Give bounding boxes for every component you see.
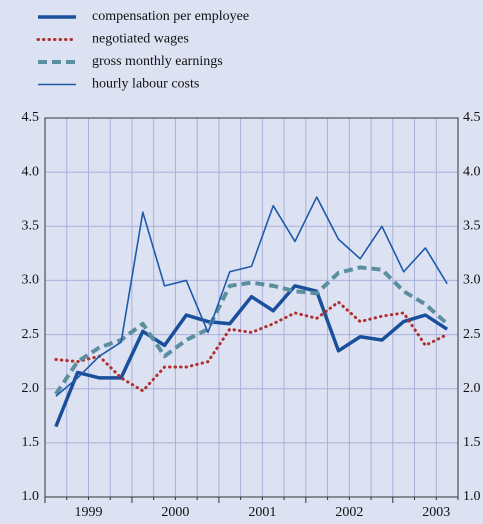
- y-tick-label: 4.5: [22, 110, 40, 125]
- y2-tick-label: 4.5: [463, 110, 481, 125]
- x-tick-label: 2003: [422, 505, 450, 520]
- y-tick-label: 1.0: [22, 489, 40, 504]
- series-line: [55, 196, 448, 397]
- series-line: [54, 284, 449, 428]
- x-tick-label: 2002: [335, 505, 363, 520]
- y2-tick-label: 3.5: [463, 219, 481, 234]
- y-tick-label: 2.5: [22, 327, 40, 342]
- y-tick-label: 1.5: [22, 435, 40, 450]
- y-tick-label: 2.0: [22, 381, 40, 396]
- x-tick-label: 2001: [248, 505, 276, 520]
- y2-tick-label: 1.0: [463, 489, 481, 504]
- legend-label: hourly labour costs: [92, 77, 199, 92]
- x-tick-label: 1999: [74, 505, 102, 520]
- legend-label: compensation per employee: [92, 9, 249, 24]
- legend-label: negotiated wages: [92, 32, 189, 47]
- legend-label: gross monthly earnings: [92, 54, 223, 69]
- y2-tick-label: 1.5: [463, 435, 481, 450]
- y-tick-label: 4.0: [22, 164, 40, 179]
- y-tick-label: 3.0: [22, 273, 40, 288]
- y-tick-label: 3.5: [22, 219, 40, 234]
- series-line: [54, 300, 449, 393]
- y2-tick-label: 2.5: [463, 327, 481, 342]
- y2-tick-label: 4.0: [463, 164, 481, 179]
- y2-tick-label: 2.0: [463, 381, 481, 396]
- x-tick-label: 2000: [161, 505, 189, 520]
- plot-frame: [44, 117, 459, 498]
- y2-tick-label: 3.0: [463, 273, 481, 288]
